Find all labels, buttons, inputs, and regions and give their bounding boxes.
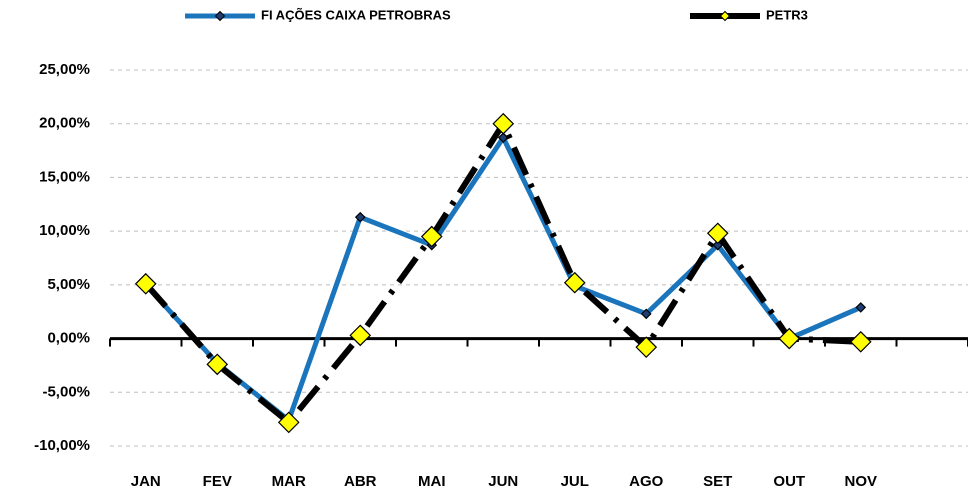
legend-marker — [214, 10, 226, 22]
data-point — [712, 239, 724, 251]
data-point — [206, 353, 229, 376]
data-point — [492, 112, 515, 135]
data-point — [855, 302, 867, 313]
x-tick-label: JUL — [561, 473, 589, 490]
data-point — [706, 222, 729, 245]
x-tick-label: MAI — [418, 473, 446, 490]
y-tick-label: -10,00% — [34, 437, 90, 454]
x-tick-label: SET — [703, 473, 732, 490]
data-point — [354, 211, 366, 223]
y-tick-label: 20,00% — [39, 115, 90, 132]
x-tick-label: AGO — [629, 473, 664, 490]
y-tick-label: 5,00% — [47, 276, 90, 293]
data-point — [420, 225, 443, 248]
x-tick-label: FEV — [203, 473, 232, 490]
y-tick-label: 10,00% — [39, 222, 90, 239]
data-point — [563, 271, 586, 294]
y-tick-label: 15,00% — [39, 168, 90, 185]
y-tick-label: 0,00% — [47, 330, 90, 347]
series-line — [143, 135, 862, 423]
y-tick-label: 25,00% — [39, 61, 90, 78]
data-point — [849, 330, 872, 353]
legend-text: PETR3 — [766, 7, 808, 22]
data-point — [640, 308, 652, 320]
y-tick-label: -5,00% — [42, 383, 90, 400]
data-point — [778, 327, 801, 350]
legend-text: FI AÇÕES CAIXA PETROBRAS — [261, 7, 451, 22]
data-point — [349, 324, 372, 347]
data-point — [635, 336, 658, 359]
x-tick-label: OUT — [773, 473, 805, 490]
x-tick-label: ABR — [344, 473, 377, 490]
legend-marker — [719, 10, 731, 22]
x-tick-label: JAN — [131, 473, 161, 490]
data-point — [134, 272, 157, 295]
x-tick-label: MAR — [272, 473, 306, 490]
x-tick-label: NOV — [844, 473, 877, 490]
x-tick-label: JUN — [488, 473, 518, 490]
series-line — [143, 120, 861, 426]
data-point — [277, 411, 300, 434]
